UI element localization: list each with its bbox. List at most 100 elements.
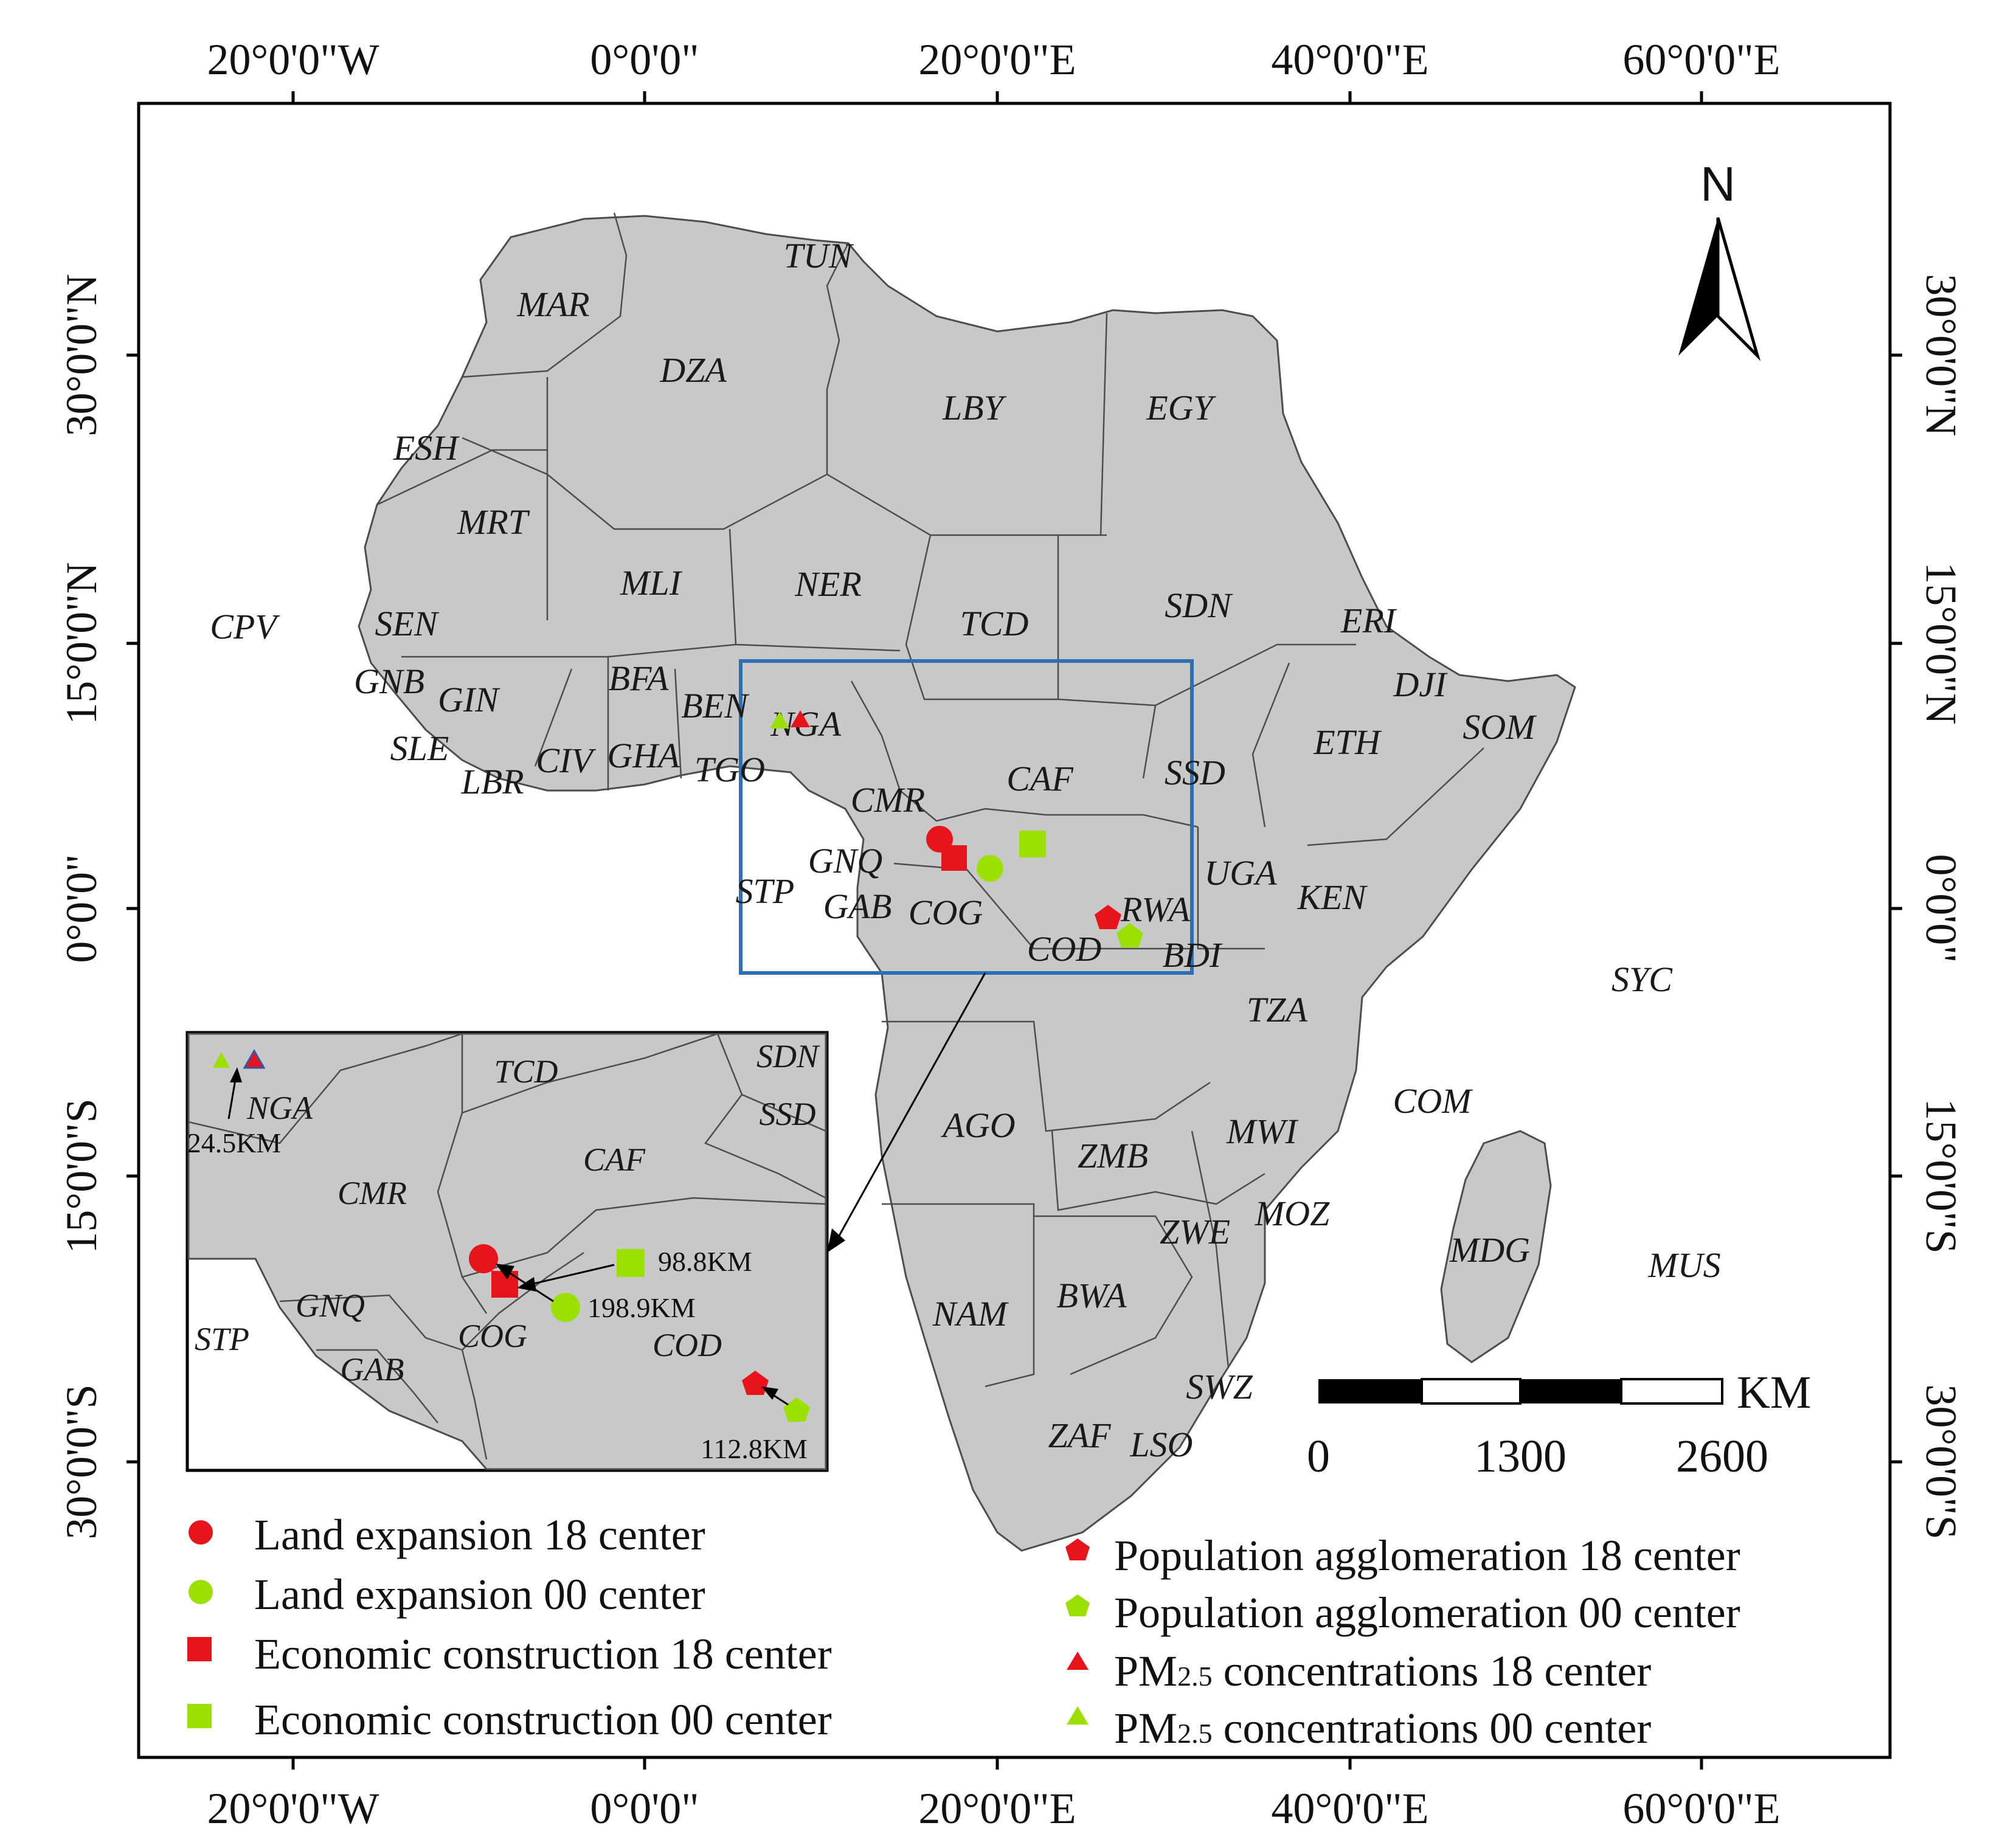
legend-symbol	[187, 1704, 212, 1728]
country-label: GHA	[607, 736, 680, 775]
inset-land-expansion-00-marker	[551, 1293, 580, 1322]
lat-label-right: 30°0'0"N	[1917, 274, 1965, 436]
country-label: TUN	[784, 236, 854, 275]
inset-country-label: COD	[653, 1327, 722, 1363]
main-map-markers	[770, 710, 1143, 947]
legend-label: Population agglomeration 00 center	[1114, 1588, 1740, 1637]
country-label: CAF	[1006, 759, 1073, 798]
lon-label-top: 60°0'0"E	[1622, 35, 1780, 84]
country-label: GIN	[438, 680, 500, 719]
country-label: GNB	[354, 662, 424, 701]
country-label: BFA	[609, 659, 669, 698]
country-label: BDI	[1163, 935, 1223, 975]
country-label: AGO	[940, 1106, 1015, 1145]
inset-land-shift-arrowhead	[496, 1264, 514, 1279]
scale-bar: KM 0 1300 2600	[1307, 1367, 1811, 1482]
bottom-longitude-labels: 20°0'0"W 0°0'0" 20°0'0"E 40°0'0"E 60°0'0…	[207, 1784, 1780, 1833]
legend-symbol	[1065, 1594, 1090, 1616]
inset-land-expansion-18-marker	[469, 1244, 498, 1273]
inset-economic-00-marker	[617, 1249, 645, 1277]
country-label: BWA	[1056, 1276, 1127, 1315]
lon-label-bottom: 20°0'0"E	[918, 1784, 1076, 1833]
country-label: NER	[794, 564, 862, 604]
legend-symbol	[1067, 1706, 1089, 1725]
scale-unit: KM	[1737, 1367, 1811, 1418]
scale-tick-label: 2600	[1676, 1431, 1768, 1482]
lon-label-bottom: 40°0'0"E	[1271, 1784, 1428, 1833]
lat-label-left: 15°0'0"N	[57, 562, 106, 724]
country-label: LBR	[460, 762, 524, 801]
country-label: MLI	[620, 563, 683, 603]
inset-connector-arrowhead	[827, 1228, 845, 1253]
left-latitude-labels: 30°0'0"N 15°0'0"N 0°0'0" 15°0'0"S 30°0'0…	[57, 274, 106, 1539]
country-label: ZMB	[1078, 1136, 1148, 1175]
inset-map: TCD SDN SSD NGA CMR CAF GNQ STP GAB COG …	[185, 1031, 829, 1472]
lon-label-bottom: 60°0'0"E	[1622, 1784, 1780, 1833]
inset-country-label: GNQ	[296, 1287, 365, 1324]
north-arrow-label: N	[1700, 157, 1736, 211]
inset-economic-shift-arrow	[522, 1264, 615, 1287]
country-label: COM	[1393, 1081, 1473, 1121]
country-label: SSD	[1165, 753, 1225, 792]
country-label: SWZ	[1186, 1367, 1253, 1407]
inset-pm25-00-marker	[213, 1052, 230, 1068]
frame-ticks	[126, 91, 1902, 1770]
country-label: CMR	[851, 780, 925, 820]
economic-construction-18-center-marker	[941, 845, 967, 871]
madagascar-landmass	[1440, 1130, 1552, 1363]
country-label: LBY	[942, 388, 1007, 427]
country-label: ERI	[1340, 601, 1397, 640]
legend-label: Population agglomeration 18 center	[1114, 1531, 1740, 1580]
legend-label: Land expansion 00 center	[254, 1570, 705, 1619]
inset-borders	[188, 1033, 826, 1460]
inset-country-label: GAB	[341, 1351, 404, 1388]
inset-country-label: CMR	[338, 1175, 407, 1211]
lon-label-bottom: 20°0'0"W	[207, 1784, 379, 1833]
country-label: NAM	[932, 1294, 1009, 1334]
legend-symbol	[1067, 1652, 1089, 1670]
country-label: ETH	[1313, 722, 1382, 762]
country-label: STP	[736, 871, 795, 911]
inset-population-shift-arrowhead	[761, 1386, 778, 1400]
scale-tick-label: 1300	[1474, 1431, 1566, 1482]
north-arrow-left-half	[1678, 218, 1718, 356]
country-label: COG	[909, 893, 983, 932]
country-label: TZA	[1247, 990, 1308, 1030]
lat-label-right: 15°0'0"N	[1917, 562, 1965, 724]
inset-country-label: NGA	[246, 1090, 313, 1126]
inset-distance-label: 112.8KM	[701, 1433, 808, 1464]
scale-tick-label: 0	[1307, 1431, 1330, 1482]
population-00-center-marker	[1116, 923, 1143, 947]
country-label: UGA	[1204, 853, 1277, 893]
country-label: MDG	[1449, 1230, 1530, 1270]
right-latitude-labels: 30°0'0"N 15°0'0"N 0°0'0" 15°0'0"S 30°0'0…	[1917, 274, 1965, 1539]
lat-label-left: 30°0'0"S	[57, 1384, 106, 1539]
country-label: SYC	[1611, 960, 1673, 999]
inset-country-label: COG	[458, 1318, 527, 1354]
country-label: RWA	[1120, 890, 1191, 929]
country-label: MWI	[1226, 1112, 1299, 1151]
lon-label-top: 40°0'0"E	[1271, 35, 1428, 84]
lat-label-left: 15°0'0"S	[57, 1098, 106, 1253]
country-label: LSO	[1129, 1425, 1193, 1464]
inset-land	[187, 1033, 827, 1470]
country-label: MAR	[516, 285, 589, 324]
inset-country-label: TCD	[494, 1053, 558, 1090]
country-label: BEN	[681, 686, 750, 725]
pm25-18-center-marker	[791, 710, 810, 727]
legend-label: PM2.5 concentrations 18 center	[1114, 1647, 1651, 1695]
country-label: SEN	[375, 604, 439, 643]
country-label: MRT	[457, 502, 530, 542]
country-label: ZAF	[1048, 1416, 1111, 1455]
country-label: TGO	[694, 750, 765, 789]
lat-label-left: 0°0'0"	[57, 854, 106, 963]
legend-symbol	[1065, 1538, 1090, 1560]
legend-label: Economic construction 18 center	[254, 1630, 832, 1678]
study-area-highlight-box	[739, 659, 1194, 975]
country-borders	[376, 212, 1484, 1388]
lon-label-bottom: 0°0'0"	[590, 1784, 699, 1833]
inset-country-label: SDN	[756, 1038, 820, 1075]
inset-population-18-marker	[742, 1371, 769, 1395]
country-label: COD	[1027, 929, 1102, 969]
